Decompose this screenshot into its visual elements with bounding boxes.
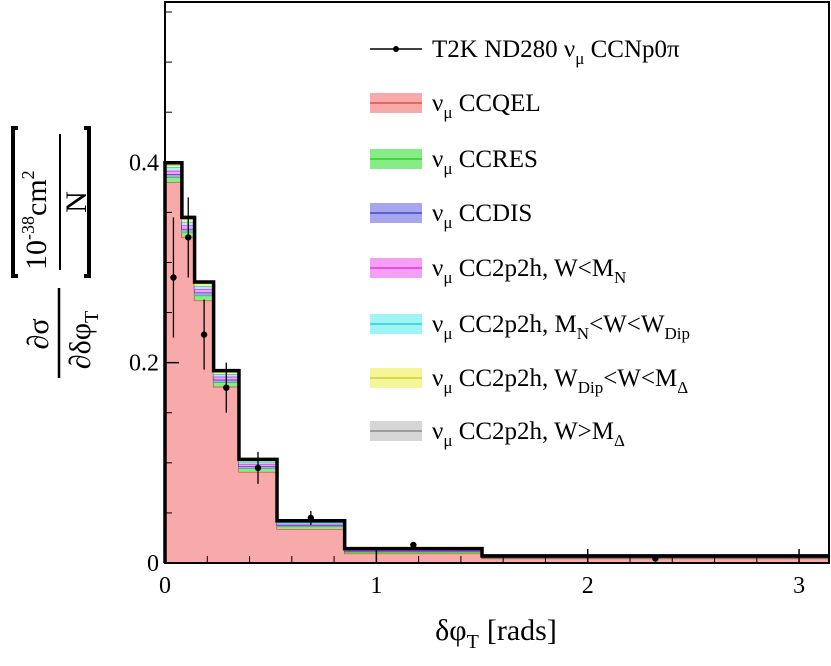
legend-label: νμ CC2p2h, MN<W<WDip (432, 311, 690, 343)
x-tick-label-2: 2 (582, 573, 594, 599)
legend-entry-2p2h4: νμ CC2p2h, W>MΔ (370, 418, 625, 450)
legend-entry-2p2h2: νμ CC2p2h, MN<W<WDip (370, 311, 690, 343)
data-point-2 (200, 331, 208, 338)
total-prediction (163, 161, 829, 563)
legend-label: νμ CCQEL (432, 90, 541, 122)
total-outline (163, 161, 829, 563)
y-tick-label-1: 0.2 (129, 351, 159, 377)
x-axis-title: δφT [rads] (435, 614, 557, 653)
data-point-7 (652, 555, 659, 562)
y-tick-label-0: 0 (147, 551, 159, 577)
legend-entry-CCDIS: νμ CCDIS (370, 200, 532, 232)
legend-marker-dot (393, 46, 399, 52)
legend-label: νμ CCDIS (432, 200, 532, 232)
legend-label: νμ CC2p2h, W>MΔ (432, 418, 625, 450)
legend-entry-2p2h3: νμ CC2p2h, WDip<W<MΔ (370, 365, 688, 397)
y-title-unit: 10-38cm2 (18, 170, 53, 270)
y-title-denominator: ∂δφT (64, 311, 103, 370)
data-point-4 (254, 464, 262, 472)
data-point-6 (410, 541, 417, 549)
x-tick-label-3: 3 (793, 573, 805, 599)
legend-entry-2p2h1: νμ CC2p2h, W<MN (370, 255, 626, 287)
data-point-3 (223, 384, 230, 391)
y-title-unit-denominator: N (60, 191, 93, 213)
y-tick-label-2: 0.4 (129, 150, 159, 176)
legend: T2K ND280 νμ CCNp0π νμ CCQEL νμ CCRES νμ CC… (370, 36, 690, 450)
x-tick-label-0: 0 (159, 573, 171, 599)
x-tick-label-1: 1 (370, 573, 382, 599)
legend-entry-CCQEL: νμ CCQEL (370, 90, 541, 122)
plot-frame (164, 1, 830, 564)
data-points (170, 197, 659, 562)
y-title-numerator: ∂σ (22, 319, 55, 350)
legend-label: νμ CC2p2h, WDip<W<MΔ (432, 365, 688, 397)
data-point-1 (185, 234, 192, 241)
legend-label: νμ CCRES (432, 146, 538, 178)
data-point-0 (170, 274, 177, 281)
axis-ticks: 0 1 2 3 0 0.2 0.4 (129, 11, 805, 599)
y-axis-title: ∂σ ∂δφT 10-38cm2 N (11, 126, 103, 378)
legend-entry-CCRES: νμ CCRES (370, 146, 538, 178)
data-point-5 (307, 514, 315, 522)
stack-band-0 (165, 182, 829, 564)
legend-label: T2K ND280 νμ CCNp0π (432, 36, 680, 68)
legend-entry-data: T2K ND280 νμ CCNp0π (370, 36, 680, 68)
legend-label: νμ CC2p2h, W<MN (432, 255, 626, 287)
